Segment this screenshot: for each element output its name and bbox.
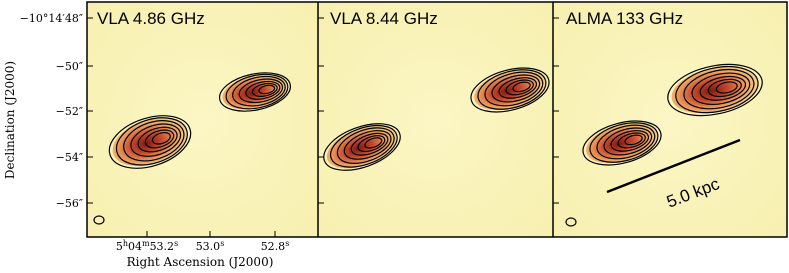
contour: [491, 74, 541, 103]
contour: [123, 120, 185, 162]
contour: [323, 123, 401, 171]
contour: [144, 129, 175, 149]
panel-title: VLA 8.44 GHz: [330, 9, 438, 28]
contour: [707, 78, 742, 98]
contour: [225, 73, 289, 110]
panel-1: [87, 2, 318, 237]
contour: [477, 69, 547, 110]
contour: [498, 77, 538, 99]
contour: [603, 127, 653, 156]
y-tick-label: −50″: [56, 60, 83, 73]
contour: [357, 135, 386, 153]
contour: [218, 72, 292, 112]
contour: [589, 122, 659, 163]
contour: [699, 75, 747, 101]
contour: [715, 81, 738, 94]
x-tick-label: 52.8s: [261, 239, 290, 253]
tick-part: s: [285, 239, 289, 248]
beam: [93, 215, 105, 225]
contour: [675, 65, 759, 114]
tick-part: 53.2: [150, 240, 175, 253]
panel-2: [318, 2, 553, 237]
contour: [130, 123, 182, 157]
contour: [245, 80, 281, 100]
contour: [137, 126, 178, 153]
y-tick-label: −54″: [56, 151, 83, 164]
contour: [617, 132, 646, 149]
contour: [470, 67, 550, 113]
panel-title: ALMA 133 GHz: [566, 9, 683, 28]
contour: [329, 124, 398, 168]
tick-part: m: [142, 239, 150, 248]
scale-bar: [606, 138, 741, 194]
tick-part: 5: [116, 240, 123, 253]
contour: [484, 71, 544, 107]
contour: [683, 68, 755, 110]
y-axis-label: Declination (J2000): [3, 61, 17, 179]
tick-part: h: [123, 239, 128, 248]
panel-3: [553, 2, 787, 237]
contour: [610, 130, 650, 152]
contour: [596, 124, 656, 160]
contour: [505, 79, 534, 96]
tick-part: 53.0: [196, 240, 221, 253]
contour: [251, 82, 278, 97]
y-tick-label: −10°14′48″: [20, 12, 83, 25]
contour: [512, 81, 531, 93]
x-axis-label: Right Ascension (J2000): [127, 255, 274, 269]
contour: [232, 75, 286, 107]
contour: [364, 137, 383, 149]
contour: [238, 78, 284, 104]
contour: [667, 63, 763, 117]
x-tick-label: 53.0s: [196, 239, 225, 253]
beam: [565, 217, 577, 227]
y-tick-label: −56″: [56, 197, 83, 210]
contour: [258, 84, 276, 95]
contour: [350, 132, 389, 156]
tick-part: s: [174, 239, 178, 248]
tick-part: 52.8: [261, 240, 286, 253]
contour: [691, 72, 751, 106]
contour: [343, 130, 392, 160]
contour: [582, 120, 662, 166]
contour: [624, 134, 643, 146]
tick-part: s: [220, 239, 224, 248]
y-tick-label: −52″: [56, 105, 83, 118]
contour: [108, 115, 192, 169]
contour: [151, 131, 171, 145]
contour: [115, 117, 188, 166]
frame: [86, 1, 788, 238]
tick-part: 04: [128, 240, 142, 253]
x-tick-label: 5h04m53.2s: [116, 239, 178, 253]
contour: [336, 127, 395, 164]
emission: [671, 66, 759, 114]
panel-title: VLA 4.86 GHz: [97, 9, 205, 28]
